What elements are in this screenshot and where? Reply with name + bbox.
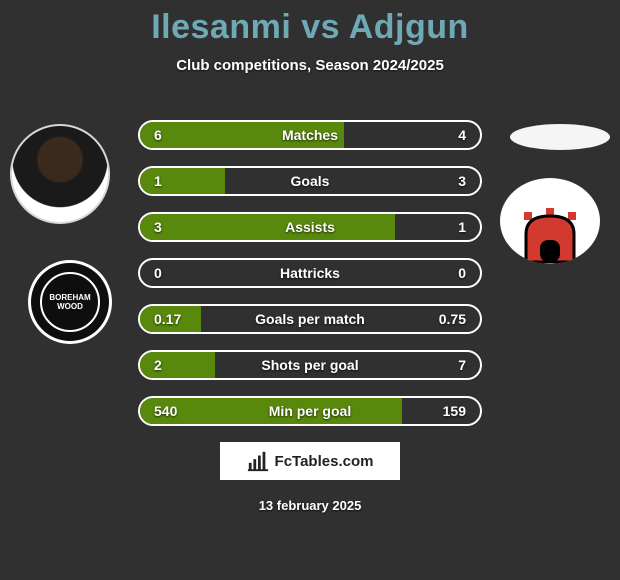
- stat-row: 1Goals3: [138, 166, 482, 196]
- stat-row: 2Shots per goal7: [138, 350, 482, 380]
- stat-value-right: 0: [458, 265, 466, 281]
- club-left-label: BOREHAM WOOD: [42, 293, 98, 311]
- stat-label: Shots per goal: [140, 357, 480, 373]
- stat-label: Matches: [140, 127, 480, 143]
- stat-label: Hattricks: [140, 265, 480, 281]
- player-left-avatar: [10, 124, 110, 224]
- stat-value-right: 159: [443, 403, 466, 419]
- club-left-badge: BOREHAM WOOD: [28, 260, 112, 344]
- stat-value-right: 1: [458, 219, 466, 235]
- chart-icon: [247, 450, 269, 472]
- page-subtitle: Club competitions, Season 2024/2025: [0, 57, 620, 74]
- footer-date: 13 february 2025: [0, 498, 620, 513]
- stat-value-right: 3: [458, 173, 466, 189]
- club-right-badge: [500, 178, 600, 264]
- club-left-ring: BOREHAM WOOD: [40, 272, 100, 332]
- player-right-avatar: [510, 124, 610, 150]
- stat-label: Assists: [140, 219, 480, 235]
- stats-panel: 6Matches41Goals33Assists10Hattricks00.17…: [138, 120, 482, 442]
- stat-row: 0Hattricks0: [138, 258, 482, 288]
- stat-label: Min per goal: [140, 403, 480, 419]
- page-title: Ilesanmi vs Adjgun: [0, 0, 620, 47]
- club-right-icon: [516, 204, 584, 264]
- stat-row: 3Assists1: [138, 212, 482, 242]
- stat-value-right: 7: [458, 357, 466, 373]
- stat-row: 540Min per goal159: [138, 396, 482, 426]
- stat-row: 0.17Goals per match0.75: [138, 304, 482, 334]
- stat-label: Goals: [140, 173, 480, 189]
- brand-box: FcTables.com: [220, 442, 400, 480]
- stat-row: 6Matches4: [138, 120, 482, 150]
- brand-text: FcTables.com: [275, 453, 374, 470]
- stat-label: Goals per match: [140, 311, 480, 327]
- stat-value-right: 4: [458, 127, 466, 143]
- stat-value-right: 0.75: [439, 311, 466, 327]
